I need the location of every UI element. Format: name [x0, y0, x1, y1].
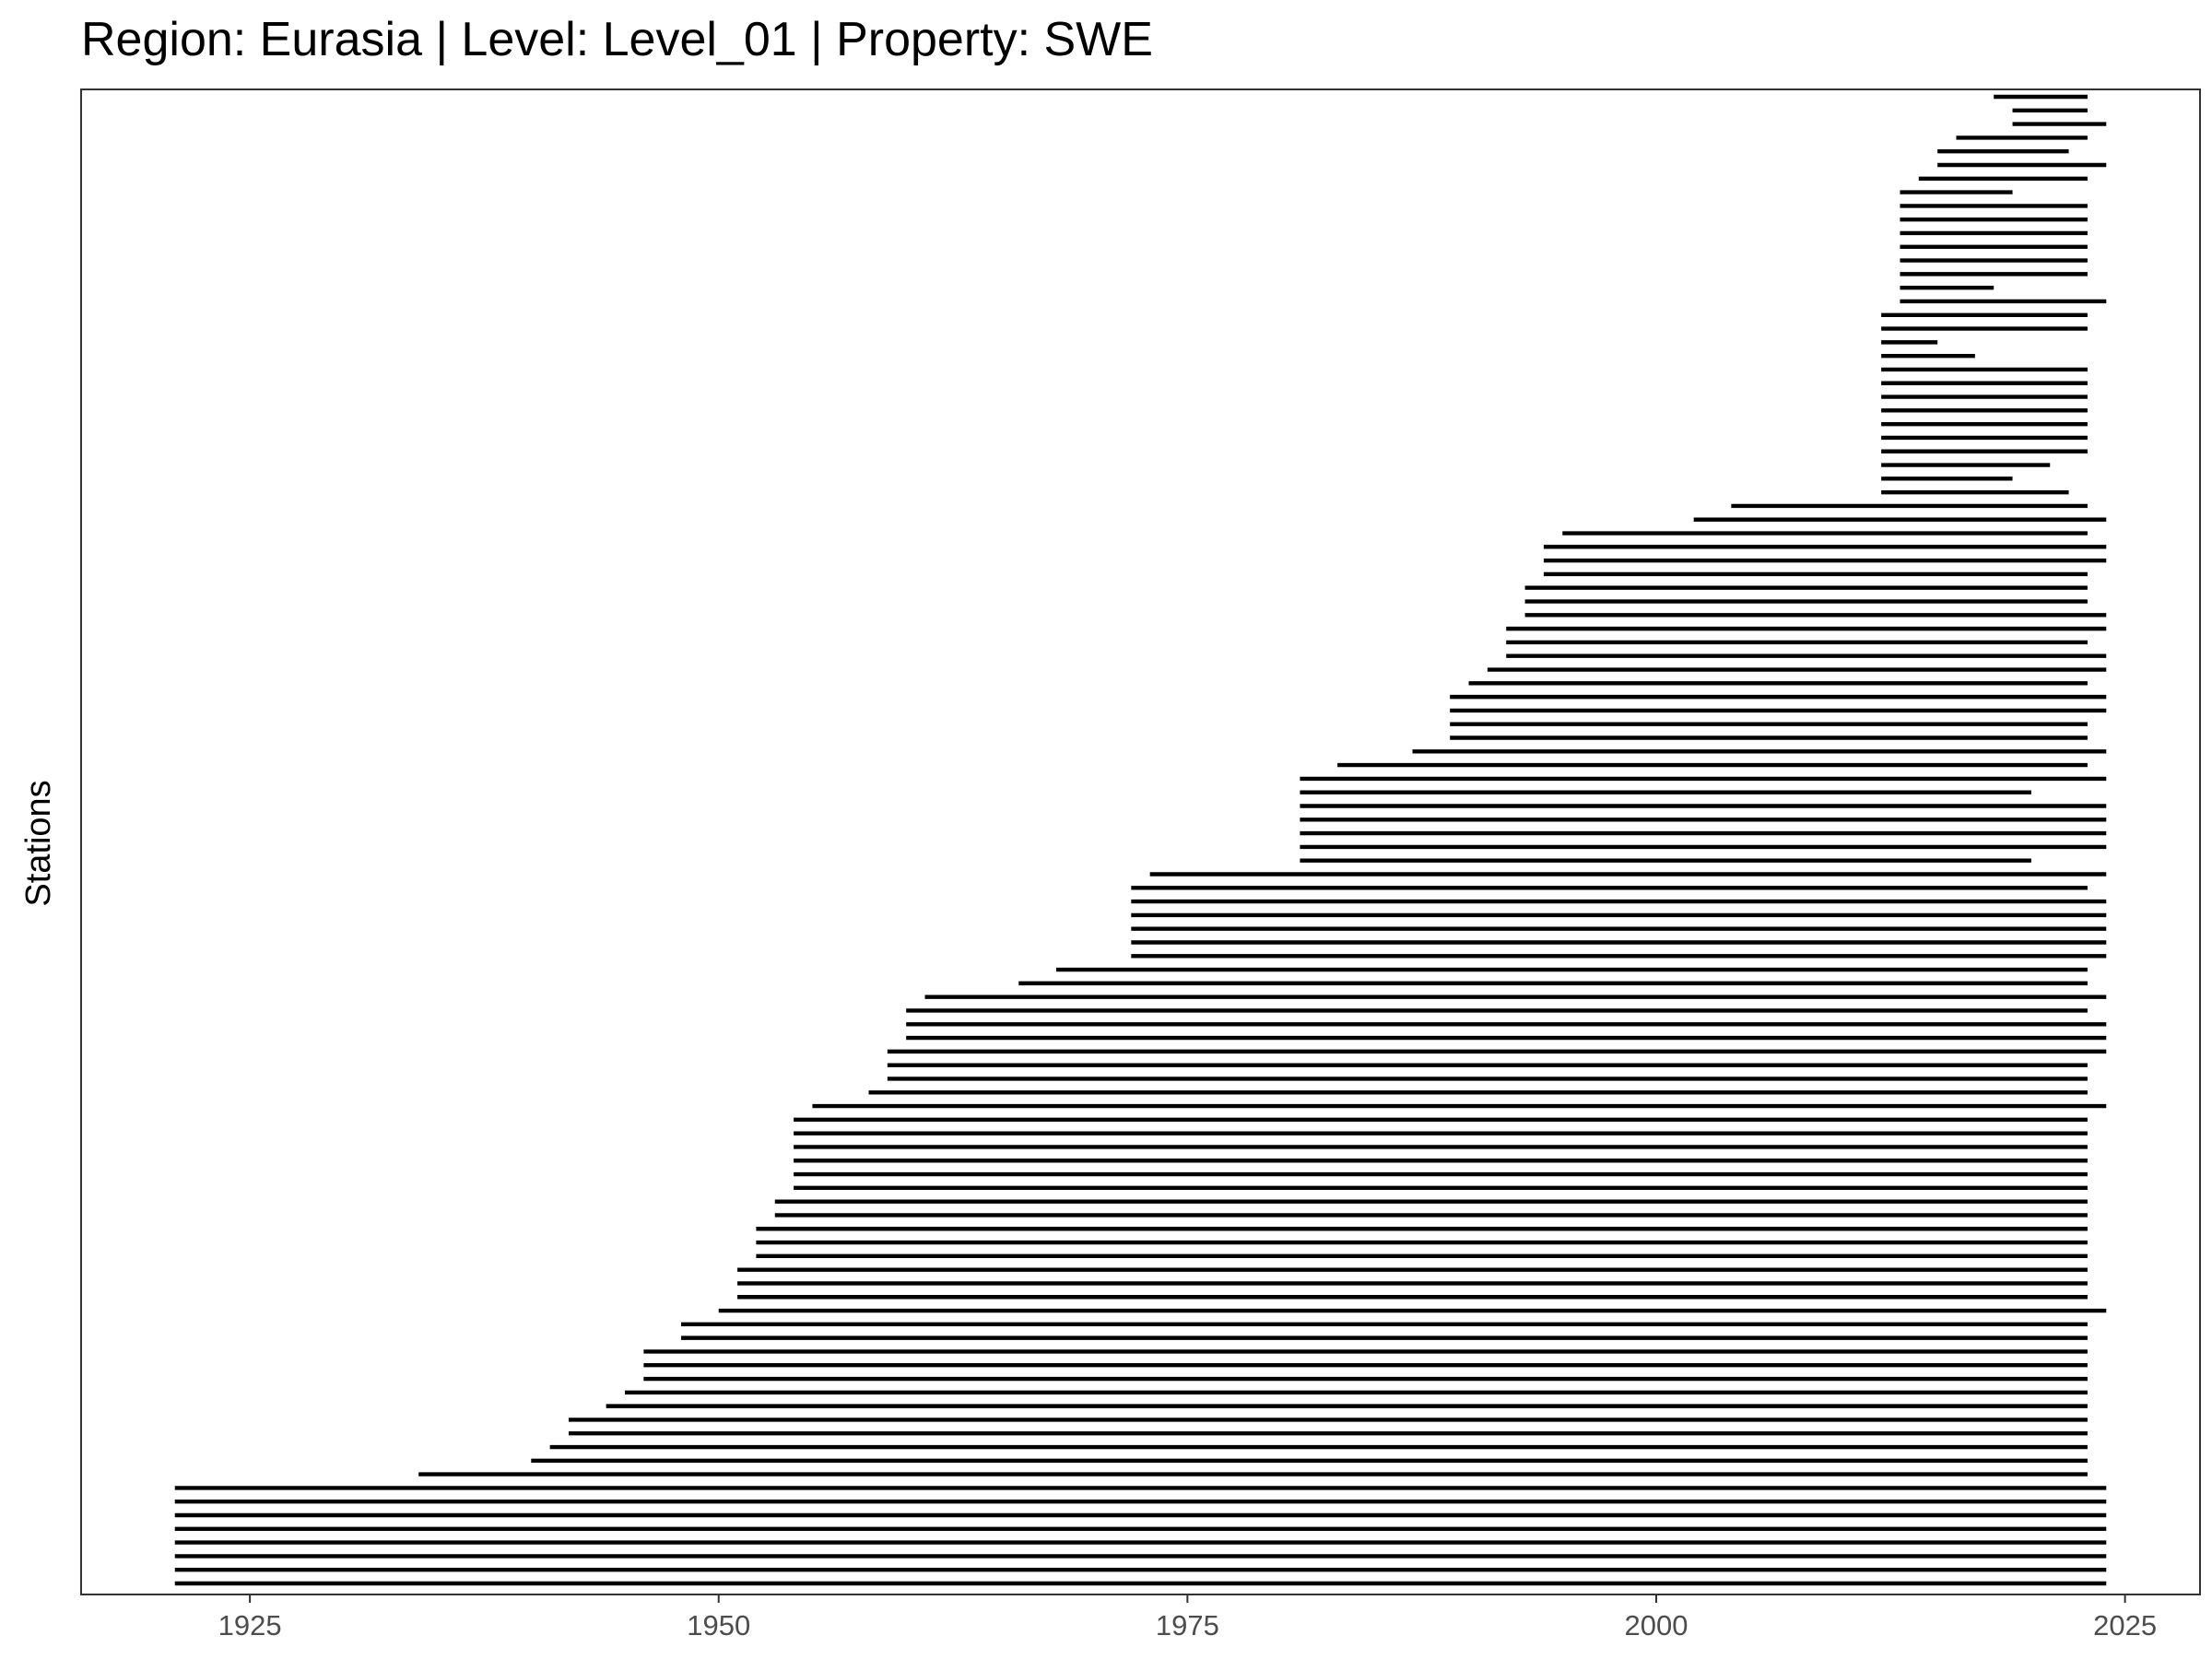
x-tick-label-2000: 2000	[1625, 1609, 1688, 1641]
plot-panel-border	[80, 88, 2201, 1595]
x-tick-label-1975: 1975	[1156, 1609, 1219, 1641]
y-axis-title: Stations	[19, 780, 58, 906]
x-tick-label-1950: 1950	[687, 1609, 750, 1641]
chart-title: Region: Eurasia | Level: Level_01 | Prop…	[81, 13, 1153, 66]
x-axis: 1925 1950 1975 2000 2025	[218, 1594, 2157, 1641]
station-segments	[174, 94, 2107, 1586]
x-tick-label-1925: 1925	[218, 1609, 282, 1641]
x-tick-label-2025: 2025	[2093, 1609, 2157, 1641]
